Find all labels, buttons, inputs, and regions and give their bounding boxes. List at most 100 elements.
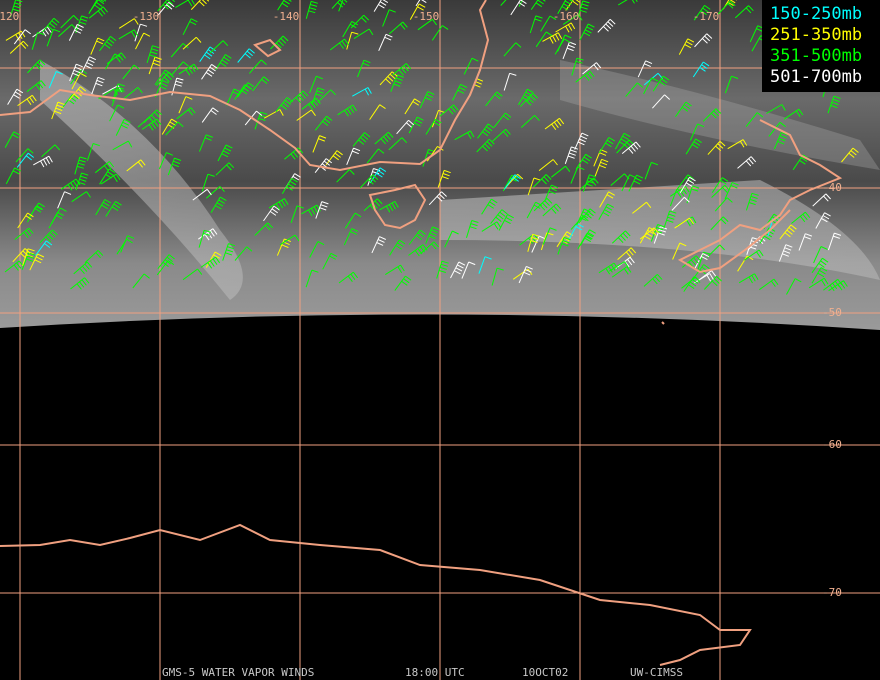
wind-barb: [331, 0, 350, 9]
wind-barb: [564, 146, 579, 164]
wind-barb: [99, 36, 117, 52]
wind-barb: [461, 261, 476, 279]
wind-barb: [675, 101, 692, 117]
wind-barb: [431, 25, 449, 41]
wind-barb: [222, 243, 236, 261]
wind-barb: [478, 256, 492, 274]
coastlines: [0, 0, 843, 666]
wind-barb: [703, 275, 722, 290]
wind-barb: [237, 48, 255, 63]
wind-barb: [582, 174, 597, 192]
wind-barb: [359, 174, 379, 189]
australia-coast: [0, 0, 490, 172]
wind-barb: [696, 270, 717, 282]
wind-barb: [692, 61, 710, 78]
wind-barb: [779, 224, 797, 240]
wind-barb: [555, 22, 576, 33]
wind-barb: [681, 276, 701, 289]
wind-barb: [562, 41, 577, 60]
wind-barb: [176, 107, 196, 120]
wind-barb: [205, 251, 222, 268]
wind-barb: [466, 220, 479, 238]
wind-barb: [201, 107, 219, 123]
wind-barb: [17, 212, 34, 229]
wind-barb: [490, 209, 508, 224]
wind-barb: [616, 139, 635, 154]
wind-barb: [643, 77, 659, 95]
wind-barb: [644, 161, 659, 180]
wind-barb: [70, 277, 90, 290]
wind-barb: [544, 184, 559, 202]
wind-barb: [786, 278, 802, 295]
wind-barb: [141, 118, 162, 131]
wind-barb: [17, 94, 37, 107]
wind-barb: [315, 201, 329, 219]
wind-barb: [21, 252, 36, 270]
wind-barb: [773, 131, 788, 150]
wind-barb: [759, 278, 779, 291]
wind-barb: [48, 71, 63, 89]
footer-product: GMS-5 WATER VAPOR WINDS: [162, 666, 314, 679]
wind-barb: [13, 29, 31, 45]
wind-barb: [26, 205, 43, 223]
wind-barb: [106, 52, 126, 65]
legend-background: [762, 0, 880, 92]
wind-barb: [75, 15, 89, 34]
wind-barb: [252, 76, 270, 92]
wind-barb: [408, 244, 428, 257]
latitude-label: -40: [822, 181, 842, 194]
wind-barb: [766, 104, 786, 114]
wind-barb: [254, 222, 273, 236]
latitude-label: -70: [822, 586, 842, 599]
wind-barb: [727, 139, 748, 150]
wind-barb: [378, 200, 399, 213]
wind-barb: [388, 137, 408, 151]
wind-barb: [598, 203, 614, 220]
wind-barb: [338, 0, 344, 12]
wind-barb: [71, 72, 87, 90]
wind-barb: [343, 228, 359, 246]
longitude-label: -120: [0, 10, 19, 23]
wind-barb: [378, 33, 393, 52]
wind-barb: [35, 240, 53, 256]
wind-barb: [385, 264, 405, 276]
wind-barb: [146, 45, 160, 64]
wind-barb: [503, 42, 522, 57]
wind-barb: [201, 173, 215, 192]
wind-barb: [369, 104, 386, 120]
wind-barb: [674, 217, 694, 229]
wind-barb: [632, 201, 652, 214]
wind-barb: [39, 229, 58, 244]
wind-barb: [439, 104, 459, 117]
wind-barb: [75, 172, 89, 191]
wind-barb: [279, 234, 300, 246]
wind-barb: [210, 196, 227, 213]
wind-barb: [74, 156, 87, 175]
wind-barb: [392, 63, 412, 76]
wind-barb: [768, 121, 786, 137]
wind-barb: [485, 91, 503, 107]
wind-barb: [118, 18, 139, 29]
wind-barb: [404, 98, 421, 115]
wind-barb: [737, 156, 757, 169]
wind-barb: [396, 119, 415, 135]
wind-barb: [200, 256, 221, 269]
wind-barb: [69, 63, 83, 82]
wind-barb: [798, 233, 813, 251]
wind-barb: [710, 216, 729, 231]
wind-barb: [296, 109, 316, 121]
wind-barb: [734, 5, 754, 19]
wind-barb: [557, 34, 572, 52]
wind-barbs: [4, 0, 859, 295]
wind-barb: [706, 244, 725, 258]
wind-barb: [346, 31, 359, 50]
wind-barb: [617, 247, 637, 260]
wind-barb: [277, 0, 292, 11]
wind-barb: [51, 101, 65, 120]
wind-barb: [437, 169, 451, 188]
wind-barb: [409, 3, 426, 20]
wind-barb: [61, 94, 79, 110]
wind-barb: [352, 87, 372, 97]
wind-barb: [305, 0, 318, 19]
wind-barb: [711, 184, 730, 198]
